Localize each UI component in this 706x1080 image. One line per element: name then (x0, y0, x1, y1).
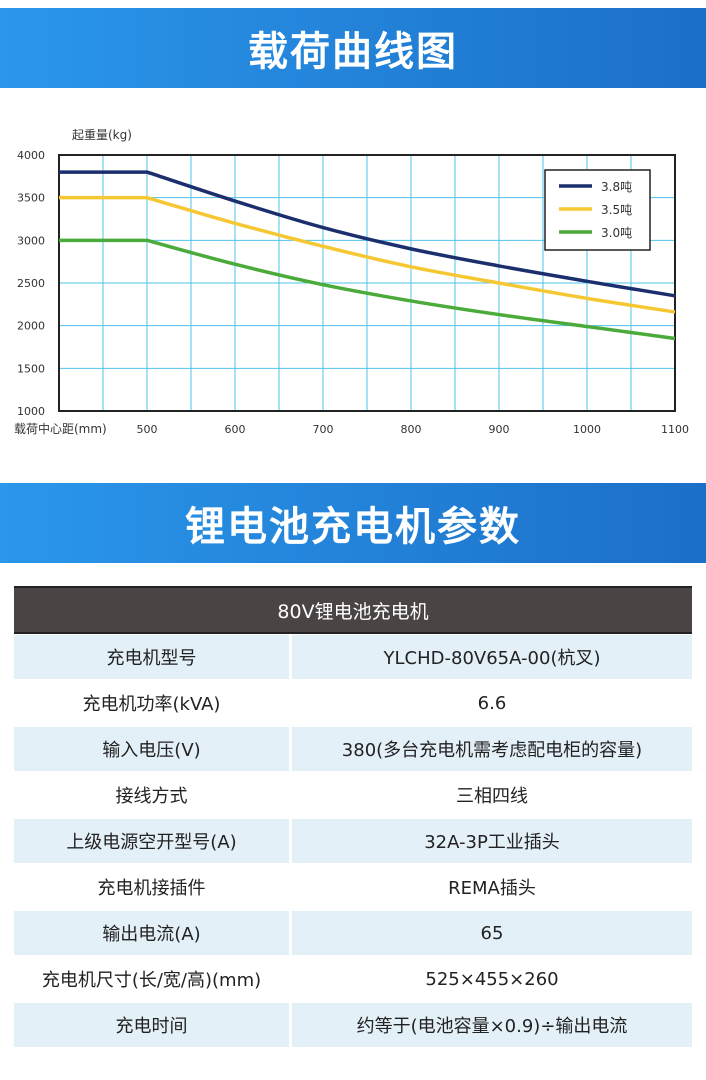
banner-title: 锂电池充电机参数 (185, 504, 521, 550)
param-name: 充电机功率(kVA) (82, 694, 221, 715)
param-value: 380(多台充电机需考虑配电柜的容量) (292, 727, 692, 771)
x-tick-label: 900 (489, 423, 510, 436)
x-tick-label: 1000 (573, 423, 601, 436)
x-tick-label: 1100 (661, 423, 689, 436)
x-tick-label: 600 (225, 423, 246, 436)
series-line-3.5吨 (59, 195, 676, 314)
load-curve-banner: 载荷曲线图 (0, 8, 706, 88)
table-row: 充电机尺寸(长/宽/高)(mm) 525×455×260 (14, 956, 692, 1002)
x-tick-label: 700 (313, 423, 334, 436)
charger-params-banner: 锂电池充电机参数 (0, 483, 706, 563)
param-name: 充电机尺寸(长/宽/高)(mm) (41, 970, 262, 991)
table-row: 充电机功率(kVA) 6.6 (14, 680, 692, 726)
param-name: 输入电压(V) (14, 727, 289, 771)
y-tick-label: 2000 (17, 320, 45, 333)
y-tick-label: 1500 (17, 362, 45, 375)
param-value: 约等于(电池容量×0.9)÷输出电流 (292, 1003, 692, 1047)
param-value: REMA插头 (448, 878, 536, 899)
param-value: 65 (292, 911, 692, 955)
legend: 3.8吨 3.5吨 3.0吨 (544, 169, 651, 251)
legend-label: 3.5吨 (601, 203, 632, 217)
x-axis-label: 载荷中心距(mm) (14, 421, 107, 436)
param-value: 525×455×260 (425, 968, 559, 990)
series-line-3.0吨 (59, 238, 676, 341)
table-row: 输出电流(A) 65 (14, 910, 692, 956)
y-tick-label: 1000 (17, 405, 45, 418)
table-row: 接线方式 三相四线 (14, 772, 692, 818)
table-row: 充电时间 约等于(电池容量×0.9)÷输出电流 (14, 1002, 692, 1048)
x-tick-label: 500 (137, 423, 158, 436)
y-tick-label: 3000 (17, 234, 45, 247)
series-line-3.8吨 (59, 170, 676, 298)
legend-label: 3.8吨 (601, 180, 632, 194)
y-tick-label: 3500 (17, 192, 45, 205)
banner-title: 载荷曲线图 (248, 29, 458, 75)
param-value: 32A-3P工业插头 (292, 819, 692, 863)
param-name: 上级电源空开型号(A) (14, 819, 289, 863)
param-name: 充电机接插件 (97, 878, 206, 899)
load-curve-chart: 起重量(kg) 1000 1500 2000 2500 3000 3500 4000 500 6… (14, 128, 689, 436)
table-header: 80V锂电池充电机 (14, 586, 692, 634)
table-row: 充电机接插件 REMA插头 (14, 864, 692, 910)
param-value: YLCHD-80V65A-00(杭叉) (292, 635, 692, 679)
param-name: 充电时间 (14, 1003, 289, 1047)
legend-label: 3.0吨 (601, 226, 632, 240)
param-name: 充电机型号 (14, 635, 289, 679)
table-row: 上级电源空开型号(A) 32A-3P工业插头 (14, 818, 692, 864)
param-name: 输出电流(A) (14, 911, 289, 955)
y-tick-label: 4000 (17, 149, 45, 162)
plot-frame (58, 154, 676, 412)
charger-spec-table: 80V锂电池充电机 充电机型号 YLCHD-80V65A-00(杭叉) 充电机功率(… (14, 586, 692, 1048)
y-axis-label: 起重量(kg) (72, 128, 132, 142)
table-row: 充电机型号 YLCHD-80V65A-00(杭叉) (14, 634, 692, 680)
x-tick-label: 800 (401, 423, 422, 436)
param-value: 6.6 (477, 692, 507, 714)
y-tick-label: 2500 (17, 277, 45, 290)
param-value: 三相四线 (456, 786, 528, 807)
param-name: 接线方式 (115, 786, 188, 807)
table-row: 输入电压(V) 380(多台充电机需考虑配电柜的容量) (14, 726, 692, 772)
